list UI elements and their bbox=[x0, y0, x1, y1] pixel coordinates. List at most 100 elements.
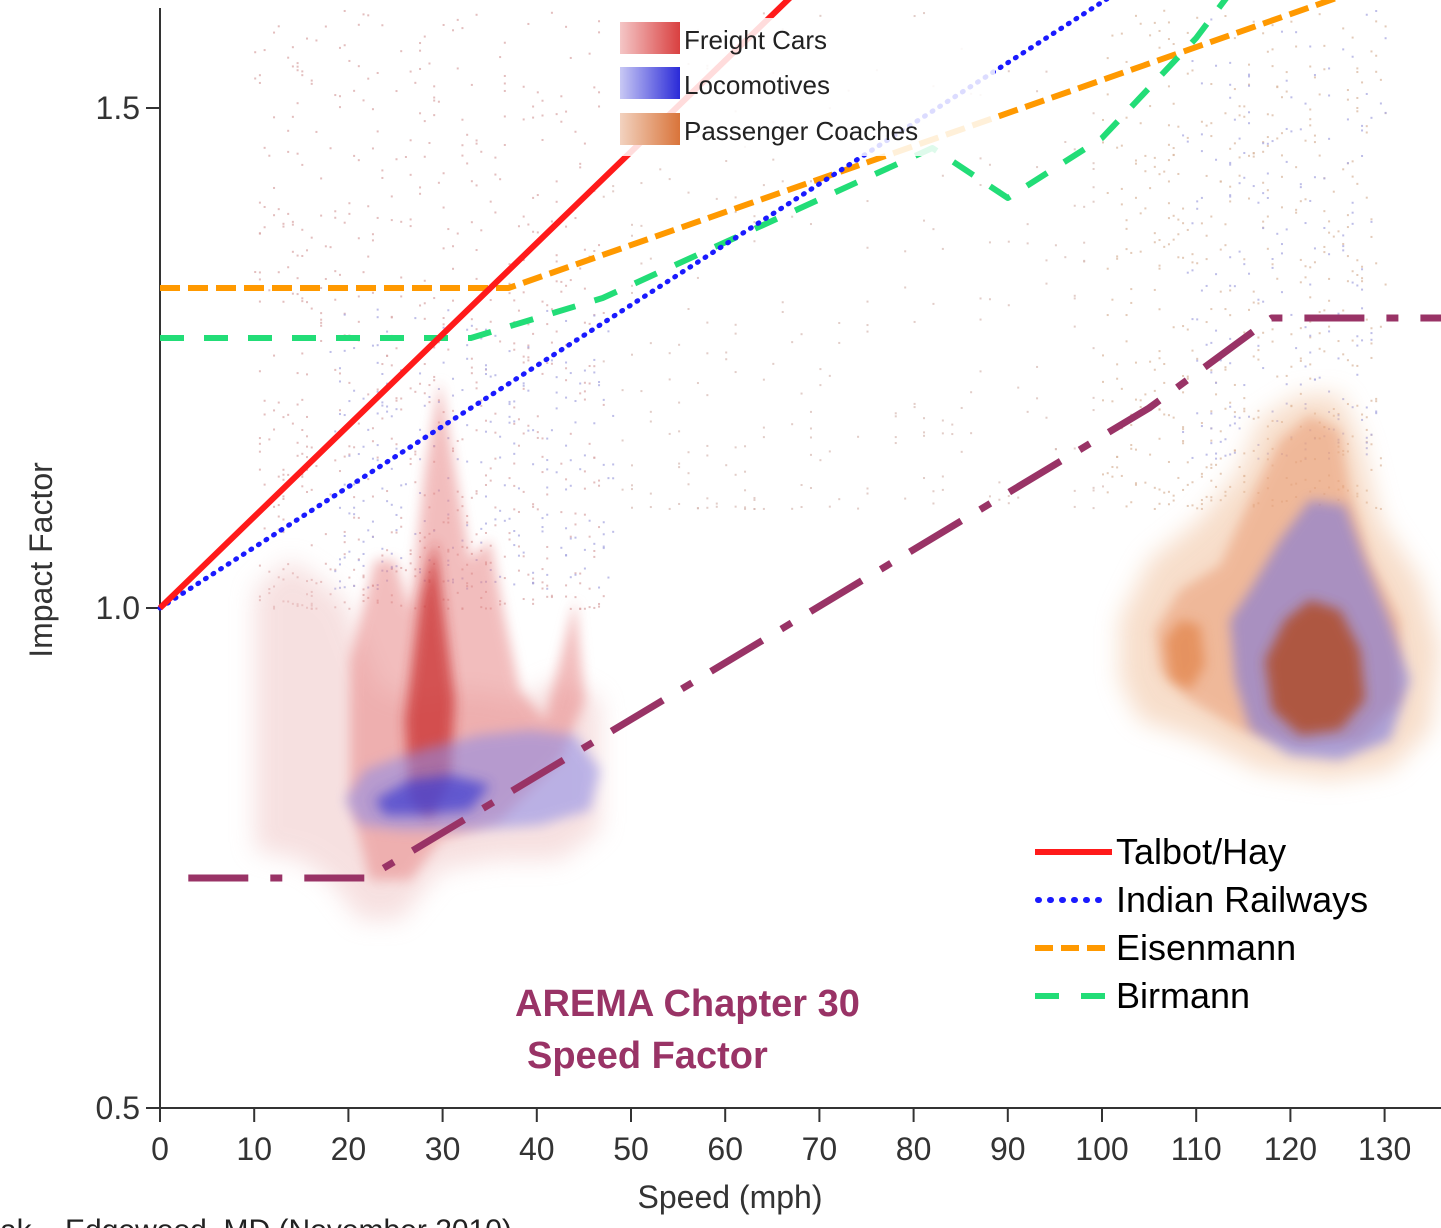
scatter-dot bbox=[941, 488, 944, 491]
scatter-dot bbox=[791, 341, 794, 344]
scatter-dot bbox=[320, 321, 323, 324]
scatter-dot bbox=[1379, 78, 1382, 81]
scatter-dot bbox=[1351, 211, 1354, 214]
scatter-dot bbox=[1153, 165, 1156, 168]
scatter-dot bbox=[555, 180, 558, 183]
scatter-dot bbox=[1328, 231, 1331, 234]
scatter-dot bbox=[1323, 309, 1326, 312]
scatter-dot bbox=[371, 239, 374, 242]
y-axis-title: Impact Factor bbox=[23, 462, 59, 658]
scatter-dot bbox=[550, 596, 553, 599]
legend-swatch-passenger bbox=[620, 113, 680, 145]
scatter-dot bbox=[1361, 413, 1364, 416]
scatter-dot bbox=[466, 521, 469, 524]
scatter-dot bbox=[362, 593, 365, 596]
scatter-dot bbox=[1125, 505, 1128, 508]
scatter-dot bbox=[273, 409, 276, 412]
scatter-dot bbox=[1172, 43, 1175, 46]
scatter-dot bbox=[1134, 159, 1137, 162]
scatter-dot bbox=[1262, 181, 1265, 184]
scatter-dot bbox=[1370, 399, 1373, 402]
scatter-dot bbox=[1073, 297, 1076, 300]
scatter-dot bbox=[1229, 195, 1232, 198]
scatter-dot bbox=[1356, 110, 1359, 113]
scatter-dot bbox=[310, 79, 313, 82]
scatter-dot bbox=[433, 297, 436, 300]
scatter-dot bbox=[1219, 472, 1222, 475]
scatter-dot bbox=[400, 557, 403, 560]
scatter-dot bbox=[1304, 222, 1307, 225]
x-tick-label: 10 bbox=[236, 1131, 272, 1167]
scatter-dot bbox=[1172, 102, 1175, 105]
scatter-dot bbox=[1323, 68, 1326, 71]
scatter-dot bbox=[1045, 259, 1048, 262]
scatter-dot bbox=[593, 86, 596, 89]
scatter-dot bbox=[1309, 336, 1312, 339]
scatter-dot bbox=[913, 320, 916, 323]
scatter-dot bbox=[569, 537, 572, 540]
scatter-dot bbox=[1182, 440, 1185, 443]
scatter-dot bbox=[287, 129, 290, 132]
scatter-dot bbox=[734, 505, 737, 508]
scatter-dot bbox=[725, 464, 728, 467]
scatter-dot bbox=[1384, 111, 1387, 114]
scatter-dot bbox=[1375, 412, 1378, 415]
scatter-dot bbox=[541, 99, 544, 102]
scatter-dot bbox=[1351, 281, 1354, 284]
scatter-dot bbox=[1356, 273, 1359, 276]
model-lines bbox=[157, 0, 1441, 882]
scatter-dot bbox=[1370, 342, 1373, 345]
scatter-dot bbox=[320, 177, 323, 180]
scatter-dot bbox=[409, 553, 412, 556]
scatter-dot bbox=[381, 404, 384, 407]
scatter-dot bbox=[282, 518, 285, 521]
source-note: ak – Edgewood, MD (November 2010) bbox=[0, 1214, 512, 1228]
scatter-dot bbox=[315, 465, 318, 468]
scatter-dot bbox=[1285, 127, 1288, 130]
scatter-dot bbox=[550, 359, 553, 362]
scatter-dot bbox=[1229, 284, 1232, 287]
scatter-dot bbox=[258, 232, 261, 235]
scatter-dot bbox=[362, 588, 365, 591]
scatter-dot bbox=[484, 328, 487, 331]
scatter-dot bbox=[781, 180, 784, 183]
scatter-dot bbox=[282, 468, 285, 471]
scatter-dot bbox=[1092, 489, 1095, 492]
scatter-dot bbox=[513, 544, 516, 547]
scatter-dot bbox=[301, 74, 304, 77]
scatter-dot bbox=[1384, 283, 1387, 286]
scatter-dot bbox=[338, 409, 341, 412]
scatter-dot bbox=[1313, 247, 1316, 250]
scatter-dot bbox=[400, 484, 403, 487]
scatter-dot bbox=[1200, 289, 1203, 292]
scatter-dot bbox=[296, 372, 299, 375]
scatter-dot bbox=[522, 432, 525, 435]
scatter-dot bbox=[1361, 268, 1364, 271]
scatter-dot bbox=[353, 496, 356, 499]
scatter-dot bbox=[706, 454, 709, 457]
scatter-dot bbox=[1196, 262, 1199, 265]
scatter-dot bbox=[499, 456, 502, 459]
scatter-dot bbox=[1167, 124, 1170, 127]
scatter-dot bbox=[607, 576, 610, 579]
scatter-dot bbox=[1309, 363, 1312, 366]
scatter-dot bbox=[371, 291, 374, 294]
scatter-dot bbox=[1125, 219, 1128, 222]
scatter-dot bbox=[461, 438, 464, 441]
scatter-dot bbox=[1299, 258, 1302, 261]
scatter-dot bbox=[762, 184, 765, 187]
scatter-dot bbox=[527, 346, 530, 349]
scatter-dot bbox=[1248, 272, 1251, 275]
scatter-dot bbox=[470, 552, 473, 555]
scatter-dot bbox=[988, 163, 991, 166]
scatter-dot bbox=[800, 392, 803, 395]
scatter-dot bbox=[678, 343, 681, 346]
scatter-dot bbox=[1365, 131, 1368, 134]
scatter-dot bbox=[1219, 457, 1222, 460]
scatter-dot bbox=[503, 74, 506, 77]
arema-annotation-line1: AREMA Chapter 30 bbox=[515, 983, 860, 1025]
scatter-dot bbox=[343, 313, 346, 316]
scatter-dot bbox=[913, 15, 916, 18]
y-ticks: 0.51.01.52.02.5 bbox=[96, 90, 160, 1126]
scatter-dot bbox=[565, 25, 568, 28]
